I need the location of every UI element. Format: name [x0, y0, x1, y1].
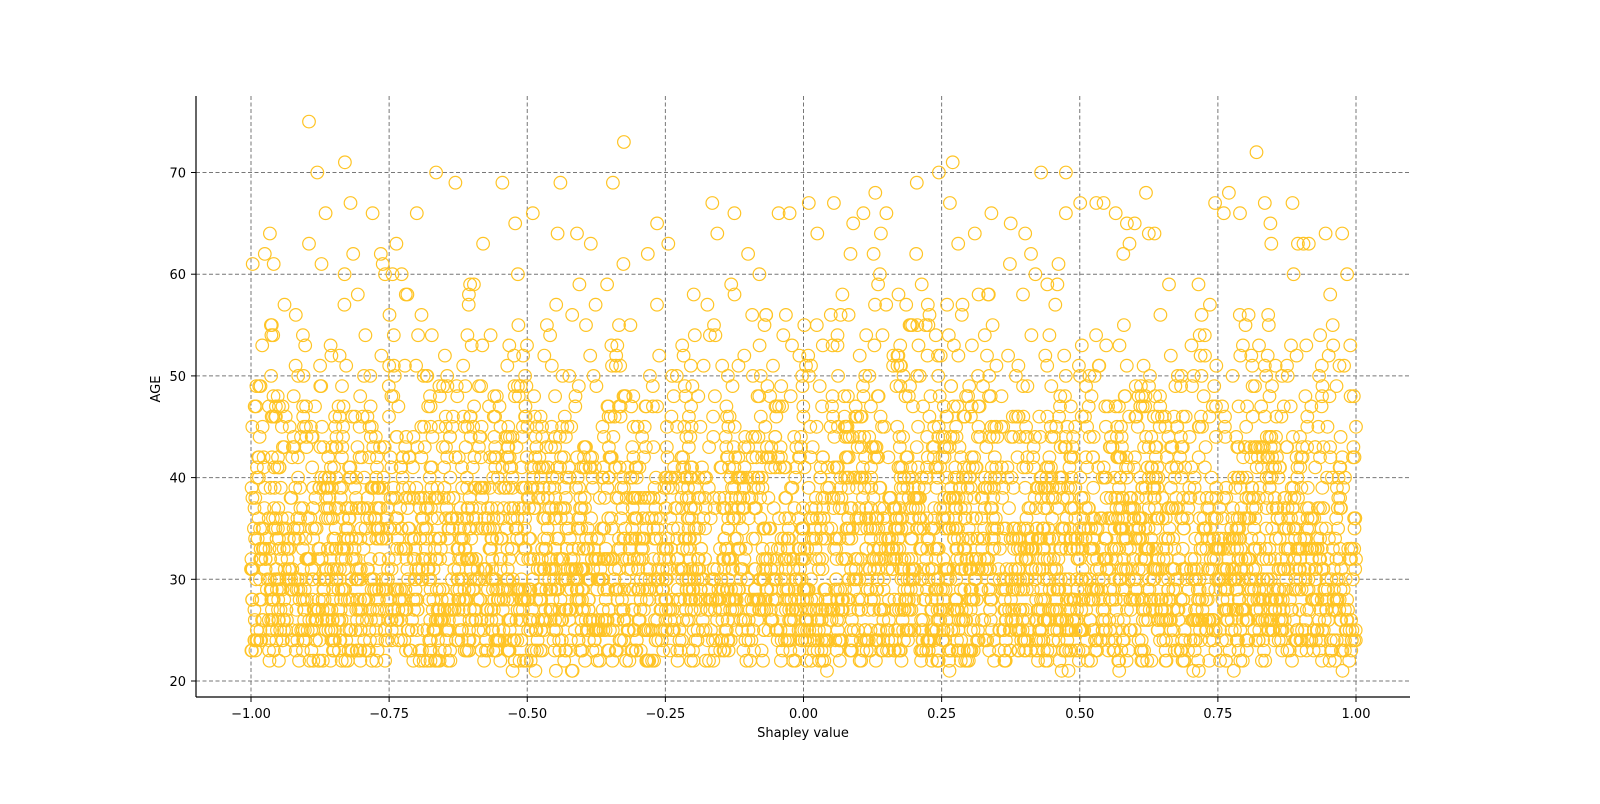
figure-background — [0, 0, 1600, 800]
